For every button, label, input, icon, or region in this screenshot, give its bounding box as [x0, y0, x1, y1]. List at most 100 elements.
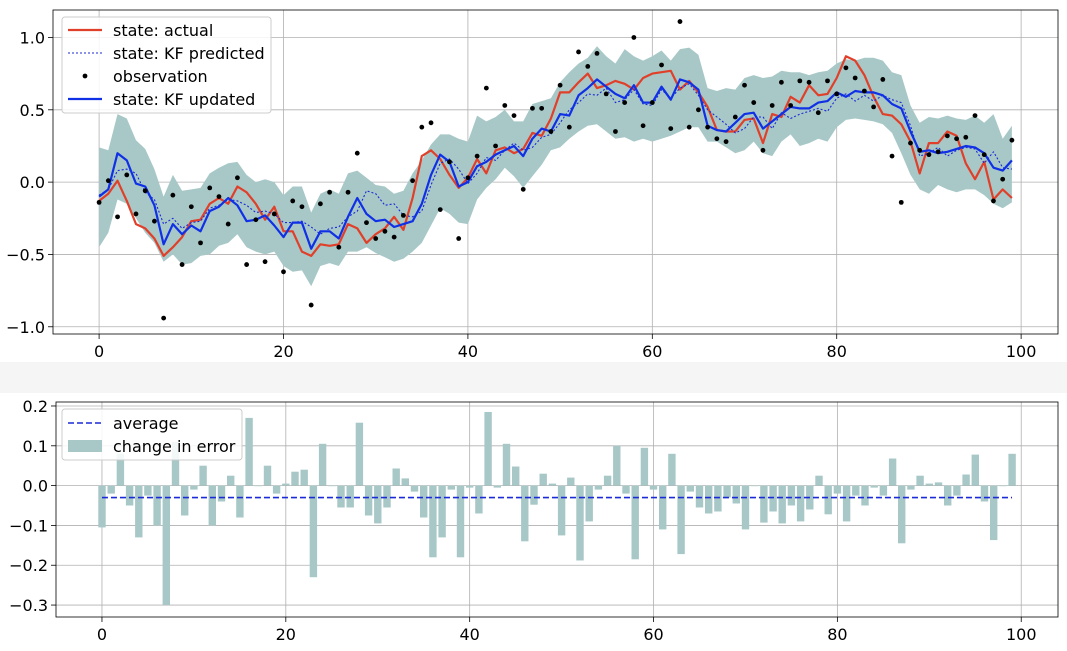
observation-point [613, 129, 618, 134]
error-bar [98, 485, 106, 528]
error-bar [456, 485, 465, 558]
error-bar [861, 485, 869, 506]
error-bar [833, 485, 842, 494]
error-bar [171, 441, 180, 486]
error-bar [815, 475, 823, 486]
legend-swatch-observation [82, 73, 88, 79]
state-estimate-chart: 0 20 40 60 80 100 −1.0 −0.5 0.0 0.5 1.0 state: actu… [6, 9, 1059, 361]
observation-point [778, 79, 784, 85]
error-bar [751, 485, 759, 487]
error-bar [557, 485, 566, 536]
plot-frame [55, 401, 1059, 618]
observation-point [963, 134, 969, 140]
observation-point [317, 201, 323, 207]
observation-point [751, 100, 757, 105]
error-bar [888, 458, 897, 486]
observation-point [705, 124, 711, 130]
observation-point [677, 19, 683, 24]
observation-point [622, 100, 628, 105]
observation-point [935, 149, 941, 155]
observation-point [179, 262, 185, 267]
observation-point [474, 153, 480, 159]
error-bar [410, 485, 419, 492]
observation-point [668, 126, 674, 132]
error-bar [916, 475, 924, 486]
error-bar [227, 475, 235, 486]
observation-point [373, 236, 379, 241]
error-bar [383, 485, 391, 508]
observation-point [797, 78, 803, 84]
error-bar [355, 422, 364, 486]
observation-point [345, 189, 351, 195]
top-chart-panel: 0 20 40 60 80 100 −1.0 −0.5 0.0 0.5 1.0 state: actu… [6, 9, 1059, 361]
x-tick-label: 20 [273, 342, 293, 361]
observation-point [456, 236, 462, 241]
observation-point [327, 189, 333, 195]
x-tick-label: 0 [97, 625, 107, 644]
observation-point [991, 198, 996, 204]
observation-point [760, 147, 766, 153]
observation-point [769, 103, 775, 108]
error-bar [907, 485, 915, 490]
series-line-actual [98, 55, 1013, 257]
legend-label: state: KF updated [113, 90, 255, 109]
observation-point [880, 77, 886, 82]
error-bar [649, 485, 658, 490]
x-tick-label: 80 [827, 625, 847, 644]
error-bar [796, 485, 805, 522]
error-bar [309, 485, 318, 578]
observation-point [889, 153, 895, 159]
error-change-chart: 0 20 40 60 80 100 −0.3 −0.2 −0.1 0.0 0.1 0.2 average… [9, 397, 1059, 644]
observation-point [447, 159, 452, 165]
legend-swatch-change-in-error [68, 440, 102, 452]
error-bar [640, 447, 649, 486]
x-tick-label: 20 [276, 625, 296, 644]
observation-point [428, 120, 434, 126]
observation-point [843, 65, 849, 71]
legend-label: state: KF predicted [113, 44, 265, 63]
error-bar [778, 485, 786, 524]
error-bar [567, 477, 575, 486]
legend: state: actual state: KF predicted observat… [61, 16, 272, 114]
observation-point [253, 217, 259, 223]
observation-point [142, 188, 148, 194]
error-bar [217, 485, 226, 502]
observation-point [852, 75, 858, 81]
error-bar [116, 453, 125, 486]
error-bar [245, 417, 253, 486]
error-bar [135, 485, 143, 538]
observation-point [124, 172, 130, 178]
observation-point [981, 152, 987, 158]
observation-point [861, 88, 867, 94]
error-bar [539, 473, 547, 486]
observation-point [659, 62, 664, 68]
observation-point [954, 136, 959, 142]
observation-point [511, 113, 517, 118]
error-bar [300, 469, 308, 486]
error-bar [990, 485, 998, 541]
y-tick-label: 1.0 [20, 28, 45, 47]
error-bar [190, 485, 198, 490]
error-bar [392, 468, 400, 486]
error-bar [548, 483, 557, 486]
observation-point [115, 214, 120, 220]
error-bar [879, 485, 888, 496]
legend-label: average [113, 414, 179, 433]
error-bar [962, 474, 970, 486]
error-bar [144, 485, 152, 496]
observation-point [603, 91, 609, 97]
series-line-kf-updated [98, 78, 1013, 250]
observation-point [806, 79, 812, 85]
error-bar [677, 485, 685, 555]
error-bar [944, 485, 952, 506]
error-bar [282, 483, 290, 486]
legend-label: change in error [113, 437, 236, 456]
observation-point [917, 147, 923, 153]
observation-point [364, 220, 369, 226]
observation-point [834, 91, 840, 97]
error-bar [374, 485, 382, 524]
error-bar [502, 443, 511, 486]
observation-point [105, 178, 111, 184]
error-bar [631, 485, 639, 560]
error-bar [576, 485, 584, 561]
